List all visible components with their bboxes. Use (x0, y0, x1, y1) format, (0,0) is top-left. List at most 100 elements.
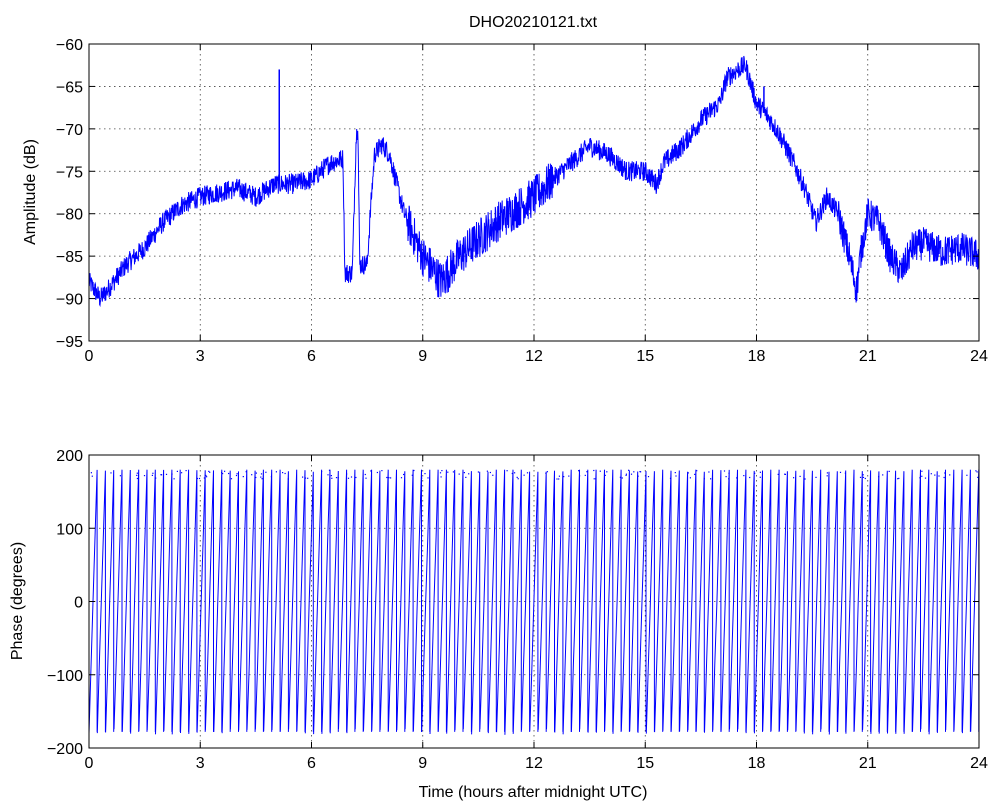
phase-point (943, 476, 945, 479)
chart-title: DHO20210121.txt (469, 14, 598, 31)
phase-point (196, 477, 198, 480)
phase-series (88, 469, 980, 735)
phase-point (546, 471, 548, 473)
phase-point (260, 473, 263, 475)
phase-point (386, 476, 388, 479)
phase-point (862, 474, 864, 476)
phase-point (859, 476, 862, 478)
phase-point (255, 472, 257, 474)
phase-x-tick-label: 18 (748, 755, 766, 772)
phase-y-tick-label: 200 (56, 448, 83, 465)
phase-point (897, 478, 899, 480)
phase-point (579, 475, 581, 477)
phase-point (270, 476, 272, 478)
phase-point (826, 472, 828, 474)
phase-point (365, 477, 367, 479)
phase-point (938, 475, 940, 477)
amplitude-y-tick-label: −65 (56, 79, 83, 96)
amplitude-y-tick-label: −90 (56, 292, 83, 309)
phase-point (181, 472, 183, 474)
phase-point (376, 471, 378, 474)
phase-point (176, 470, 178, 472)
phase-point (198, 477, 201, 480)
phase-x-tick-label: 24 (970, 755, 988, 772)
phase-point (640, 471, 642, 473)
phase-point (91, 475, 93, 477)
phase-point (307, 477, 309, 479)
amplitude-y-tick-label: −95 (56, 334, 83, 351)
phase-x-tick-label: 21 (859, 755, 877, 772)
phase-point (390, 477, 392, 479)
phase-point (206, 476, 208, 478)
phase-point (185, 470, 187, 472)
phase-point (381, 470, 383, 472)
phase-point (335, 477, 338, 479)
phase-point (784, 473, 786, 475)
phase-point (878, 476, 880, 478)
phase-point (302, 476, 304, 478)
phase-point (628, 469, 630, 471)
phase-point (489, 471, 491, 474)
phase-point (228, 472, 230, 475)
phase-point (421, 477, 423, 479)
phase-point (110, 472, 112, 474)
phase-point (882, 474, 884, 476)
phase-point (251, 474, 253, 476)
phase-point (284, 472, 286, 475)
phase-point (171, 473, 173, 475)
phase-point (155, 477, 157, 479)
phase-point (160, 474, 162, 476)
phase-point (424, 473, 426, 475)
phase-y-tick-label: −100 (47, 668, 83, 685)
phase-point (568, 475, 570, 477)
phase-point (647, 476, 650, 478)
phase-point (275, 471, 277, 473)
phase-point (723, 470, 726, 472)
amplitude-grid (89, 44, 979, 341)
phase-point (511, 472, 513, 475)
phase-point (463, 472, 465, 474)
phase-point (486, 470, 488, 472)
amplitude-line (88, 55, 980, 308)
phase-point (235, 474, 238, 477)
phase-point (136, 472, 138, 474)
phase-point (403, 473, 405, 476)
phase-point (337, 477, 339, 479)
phase-point (165, 473, 168, 475)
phase-point (222, 473, 224, 475)
phase-point (669, 477, 672, 479)
phase-point (759, 476, 761, 478)
x-axis-label: Time (hours after midnight UTC) (419, 784, 648, 801)
phase-point (556, 478, 558, 480)
phase-point (619, 476, 621, 478)
phase-point (593, 478, 595, 480)
phase-x-tick-label: 3 (196, 755, 205, 772)
phase-point (304, 477, 307, 479)
phase-point (439, 472, 442, 474)
amplitude-y-tick-label: −70 (56, 122, 83, 139)
phase-point (173, 478, 175, 480)
phase-point (465, 476, 467, 478)
phase-x-tick-label: 15 (636, 755, 654, 772)
phase-point (934, 474, 936, 476)
phase-point (898, 477, 900, 479)
phase-x-tick-label: 0 (85, 755, 94, 772)
phase-y-tick-label: 0 (74, 595, 83, 612)
phase-point (674, 472, 676, 474)
phase-point (350, 476, 353, 478)
amplitude-y-tick-label: −75 (56, 164, 83, 181)
phase-point (708, 471, 710, 473)
phase-point (844, 472, 846, 474)
phase-point (604, 474, 606, 476)
phase-point (736, 477, 738, 479)
phase-point (447, 471, 449, 473)
phase-point (689, 477, 691, 479)
phase-point (203, 477, 205, 479)
phase-point (593, 469, 595, 472)
phase-point (694, 473, 696, 475)
phase-point (675, 475, 677, 477)
phase-point (966, 474, 968, 476)
phase-point (224, 470, 226, 472)
phase-point (777, 473, 779, 475)
